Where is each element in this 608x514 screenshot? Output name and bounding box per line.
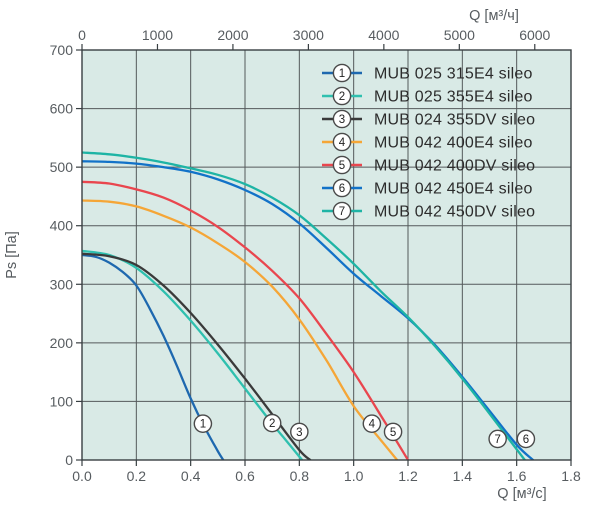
legend-marker-3: 3 — [332, 109, 352, 129]
curve-marker-2-circle — [262, 413, 282, 433]
left-axis-tick-label: 700 — [50, 42, 74, 58]
legend: 1 MUB 025 315E4 sileo 2 MUB 025 355E4 sileo… — [322, 63, 535, 221]
plot-frame — [81, 49, 572, 461]
curve-marker-4-number: 4 — [369, 419, 376, 431]
legend-marker-5-circle — [332, 155, 352, 175]
legend-marker-4-number: 4 — [339, 137, 346, 149]
legend-item-7: 7 MUB 042 450DV sileo — [322, 201, 535, 221]
curve-3-mub-024-355dv-sileo — [82, 252, 312, 460]
top-axis-tick-label: 5000 — [444, 27, 475, 43]
legend-marker-5-number: 5 — [339, 160, 345, 172]
curves — [82, 151, 535, 460]
legend-item-6: 6 MUB 042 450E4 sileo — [322, 178, 533, 198]
curve-marker-5-circle — [383, 422, 403, 442]
curve-marker-6-number: 6 — [523, 434, 529, 446]
legend-marker-3-number: 3 — [339, 114, 345, 126]
top-axis-tick-label: 4000 — [368, 27, 399, 43]
top-axis-tick-label: 6000 — [519, 27, 550, 43]
legend-item-3: 3 MUB 024 355DV sileo — [322, 109, 535, 129]
legend-item-5: 5 MUB 042 400DV sileo — [322, 155, 535, 175]
bottom-axis-tick-label: 1.8 — [561, 468, 581, 484]
legend-label: MUB 042 450E4 sileo — [374, 181, 533, 198]
curve-marker-3-circle — [290, 422, 309, 442]
legend-marker-7-number: 7 — [339, 206, 345, 218]
curve-marker-5: 5 — [383, 422, 403, 442]
legend-item-1: 1 MUB 025 315E4 sileo — [322, 63, 533, 83]
legend-marker-5: 5 — [332, 155, 352, 175]
curve-marker-3-number: 3 — [296, 427, 302, 439]
legend-marker-2-circle — [332, 86, 352, 106]
left-axis-tick-label: 600 — [50, 101, 74, 117]
curve-7-mub-042-450dv-sileo — [82, 151, 526, 460]
top-axis-tick-label: 2000 — [217, 27, 248, 43]
legend-marker-2: 2 — [332, 86, 352, 106]
curve-marker-4: 4 — [362, 414, 382, 433]
bottom-axis-title: Q [м³/с] — [497, 486, 546, 502]
legend-marker-4-circle — [332, 132, 352, 152]
legend-label: MUB 025 315E4 sileo — [374, 66, 533, 83]
left-axis-tick-label: 200 — [50, 335, 74, 351]
bottom-axis-tick-label: 1.0 — [344, 468, 364, 484]
legend-label: MUB 025 355E4 sileo — [374, 89, 533, 106]
grid — [82, 50, 571, 460]
top-axis-tick-label: 3000 — [293, 27, 324, 43]
legend-marker-4: 4 — [332, 132, 352, 152]
bottom-axis-tick-label: 1.4 — [453, 468, 473, 484]
curve-marker-2: 2 — [262, 413, 282, 433]
curve-6-mub-042-450e4-sileo — [82, 160, 535, 460]
curve-number-markers: 1 2 3 4 5 6 7 — [193, 413, 536, 449]
bottom-axis-tick-label: 0.8 — [290, 468, 310, 484]
legend-marker-1: 1 — [332, 63, 352, 83]
top-axis-tick-label: 1000 — [142, 27, 173, 43]
legend-marker-6: 6 — [332, 178, 352, 198]
curve-marker-6-circle — [516, 429, 536, 449]
curve-4-mub-042-400e4-sileo — [82, 199, 399, 460]
axes: 0.0 0.2 0.4 0.6 0.8 1.0 1.2 1.4 1.6 1.8 0 100 200 300… — [4, 8, 581, 502]
legend-item-2: 2 MUB 025 355E4 sileo — [322, 86, 533, 106]
bottom-axis-tick-label: 0.2 — [127, 468, 147, 484]
top-axis-title: Q [м³/ч] — [469, 8, 519, 24]
legend-marker-6-number: 6 — [339, 183, 345, 195]
legend-marker-3-circle — [332, 109, 352, 129]
legend-label: MUB 024 355DV sileo — [374, 112, 535, 129]
curve-marker-5-number: 5 — [390, 427, 396, 439]
legend-marker-7-circle — [332, 201, 352, 221]
curve-marker-2-number: 2 — [269, 418, 275, 430]
curve-marker-1-number: 1 — [200, 419, 206, 431]
curve-marker-6: 6 — [516, 429, 536, 449]
legend-item-4: 4 MUB 042 400E4 sileo — [322, 132, 533, 152]
curve-marker-7-circle — [488, 429, 507, 449]
legend-marker-1-circle — [332, 63, 352, 83]
curve-marker-1: 1 — [193, 414, 213, 433]
curve-marker-4-circle — [362, 414, 382, 433]
left-axis-title: Ps [Па] — [4, 231, 20, 279]
bottom-axis-tick-label: 1.6 — [507, 468, 527, 484]
legend-label: MUB 042 400DV sileo — [374, 158, 535, 175]
left-axis-tick-label: 100 — [50, 393, 74, 409]
legend-label: MUB 042 400E4 sileo — [374, 135, 533, 152]
legend-label: MUB 042 450DV sileo — [374, 204, 535, 221]
left-axis-tick-label: 0 — [65, 452, 73, 468]
curve-5-mub-042-400dv-sileo — [82, 180, 410, 460]
bottom-axis-tick-label: 0.0 — [72, 468, 92, 484]
top-axis-tick-label: 0 — [78, 27, 86, 43]
curve-marker-3: 3 — [290, 422, 309, 442]
legend-marker-7: 7 — [332, 201, 352, 221]
curve-marker-7-number: 7 — [494, 434, 500, 446]
left-axis-tick-label: 300 — [50, 276, 74, 292]
bottom-axis-tick-label: 0.6 — [235, 468, 255, 484]
legend-marker-2-number: 2 — [339, 91, 345, 103]
legend-marker-6-circle — [332, 178, 352, 198]
left-axis-tick-label: 400 — [50, 218, 74, 234]
curve-marker-1-circle — [193, 414, 213, 433]
bottom-axis-tick-label: 1.2 — [398, 468, 418, 484]
bottom-axis-tick-label: 0.4 — [181, 468, 201, 484]
left-axis-tick-label: 500 — [50, 159, 74, 175]
legend-marker-1-number: 1 — [339, 68, 345, 80]
curve-marker-7: 7 — [488, 429, 507, 449]
